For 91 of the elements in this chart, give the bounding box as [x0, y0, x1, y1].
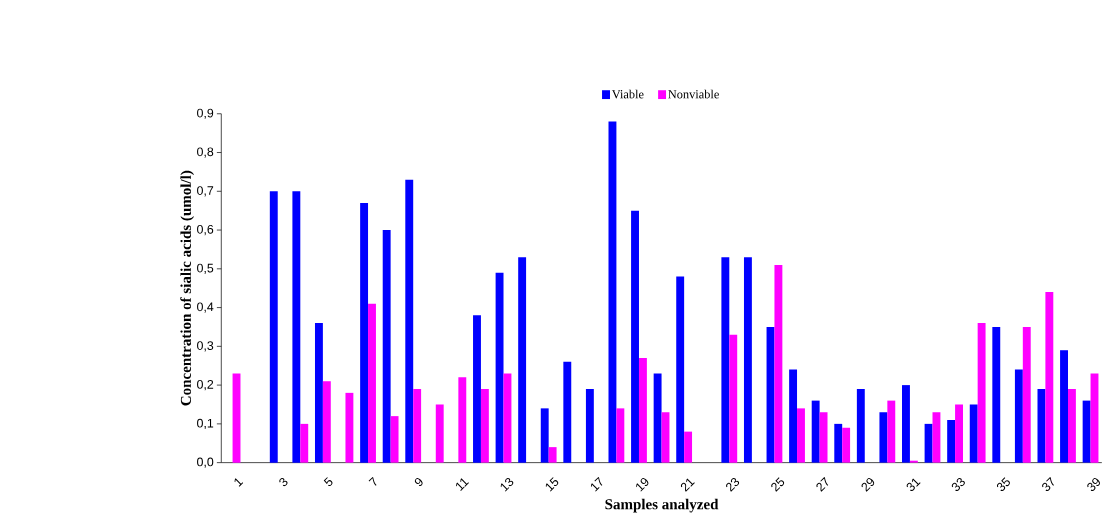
x-tick-label: 29: [861, 477, 875, 492]
bar: [902, 384, 910, 463]
legend-label: Nonviable: [668, 89, 719, 99]
y-tick-label: 0,2: [197, 379, 214, 391]
bar: [314, 322, 323, 463]
bar: [1060, 350, 1068, 463]
x-tick-label: 7: [368, 476, 377, 486]
x-tick-label: 33: [951, 477, 965, 491]
bar: [1014, 369, 1023, 463]
bar: [653, 373, 662, 463]
y-tick-label: 0,4: [197, 302, 214, 313]
bar: [932, 412, 941, 463]
x-tick-label: 15: [545, 477, 559, 492]
x-tick-label: 3: [279, 477, 288, 486]
legend-label: Viable: [611, 89, 644, 99]
bar: [631, 210, 639, 463]
bar: [661, 412, 670, 463]
y-tick-label: 0,3: [197, 341, 214, 352]
bar: [480, 388, 489, 463]
y-tick-label: 0,8: [197, 147, 214, 158]
bar: [473, 315, 481, 463]
bar: [368, 303, 376, 463]
bar: [585, 388, 594, 463]
bar: [638, 357, 647, 463]
y-axis-title: Concentration of sialic acids (umol/l): [180, 170, 195, 406]
bar: [977, 322, 986, 463]
bar: [947, 419, 956, 463]
bar: [345, 392, 354, 463]
x-tick-label: 1: [234, 478, 244, 487]
x-tick-label: 13: [500, 477, 514, 492]
y-tick-label: 0,5: [197, 263, 214, 274]
y-tick-label: 0,1: [197, 418, 214, 429]
bar: [360, 202, 369, 463]
x-tick-label: 25: [771, 477, 785, 492]
x-tick-label: 31: [906, 478, 921, 491]
bar: [563, 361, 572, 463]
y-tick-label: 0,6: [197, 224, 214, 235]
bar: [992, 326, 1001, 463]
bar: [924, 423, 933, 463]
bar: [540, 408, 549, 463]
bar: [729, 334, 738, 463]
bar: [1045, 291, 1054, 463]
x-tick-label: 37: [1042, 476, 1054, 491]
bar: [887, 400, 896, 463]
bar: [292, 191, 301, 463]
bar: [676, 276, 685, 463]
x-tick-label: 39: [1087, 477, 1100, 491]
bar: [842, 427, 851, 463]
bar: [811, 400, 820, 463]
bar: [518, 257, 527, 463]
bar: [1022, 326, 1031, 463]
bar: [405, 179, 414, 463]
bar: [269, 191, 278, 463]
bar: [495, 272, 504, 463]
bar: [774, 264, 783, 463]
bar: [382, 229, 391, 463]
x-tick-label: 17: [590, 476, 603, 492]
bar: [1037, 388, 1046, 463]
y-tick-label: 0,0: [197, 457, 214, 468]
bar: [1082, 400, 1091, 463]
bar: [969, 404, 978, 463]
bar: [616, 408, 625, 463]
bar: [1067, 388, 1076, 463]
bar: [300, 423, 309, 463]
x-tick-label: 21: [680, 478, 695, 492]
bar: [413, 388, 422, 463]
x-tick-label: 11: [456, 478, 469, 491]
y-tick-label: 0,7: [197, 185, 214, 197]
bar: [684, 431, 693, 463]
bar: [797, 408, 805, 463]
x-tick-label: 35: [996, 477, 1010, 491]
x-axis-title: Samples analyzed: [605, 498, 719, 513]
bar: [743, 257, 752, 463]
bar: [879, 412, 888, 463]
bar: [435, 404, 444, 463]
bar: [819, 412, 828, 463]
bar: [856, 388, 865, 463]
x-tick-label: 9: [414, 477, 423, 486]
x-tick-label: 27: [816, 476, 829, 492]
bar: [322, 381, 331, 463]
bar: [390, 415, 399, 463]
bar: [834, 423, 843, 463]
x-tick-label: 19: [636, 477, 649, 492]
bar: [458, 377, 467, 463]
bar: [548, 446, 557, 463]
x-tick-label: 23: [726, 477, 740, 492]
bar: [955, 404, 963, 463]
bar: [721, 257, 730, 463]
y-tick-label: 0,9: [197, 108, 214, 119]
x-tick-label: 5: [323, 476, 333, 486]
bar: [789, 369, 798, 463]
